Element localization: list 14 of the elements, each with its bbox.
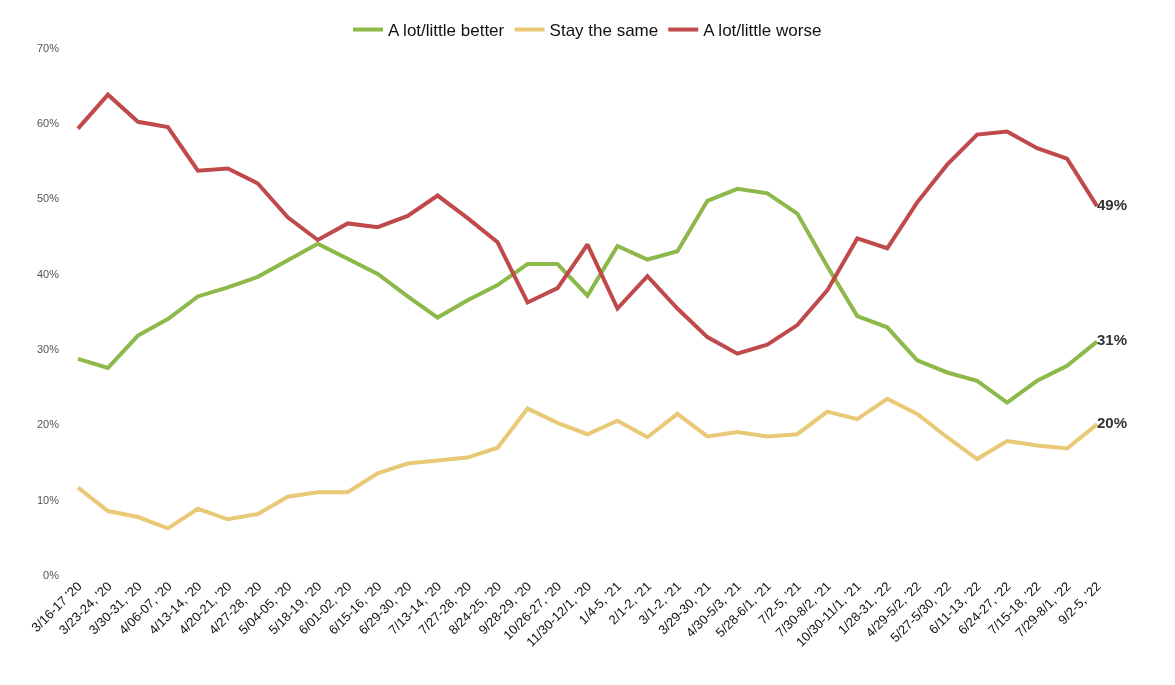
data-label: 31% — [1097, 331, 1128, 349]
y-tick-label: 50% — [36, 192, 60, 205]
y-tick-label: 30% — [36, 342, 60, 355]
data-label: 20% — [1097, 414, 1128, 432]
y-tick-label: 70% — [36, 41, 60, 54]
legend-label: Stay the same — [549, 21, 659, 41]
y-tick-label: 20% — [36, 418, 60, 431]
y-tick-label: 40% — [36, 267, 60, 280]
y-tick-label: 60% — [36, 117, 60, 130]
legend-label: A lot/little worse — [703, 21, 822, 41]
data-label: 49% — [1097, 195, 1128, 213]
legend-label: A lot/little better — [388, 21, 505, 41]
y-tick-label: 0% — [43, 568, 60, 581]
y-tick-label: 10% — [36, 493, 60, 506]
